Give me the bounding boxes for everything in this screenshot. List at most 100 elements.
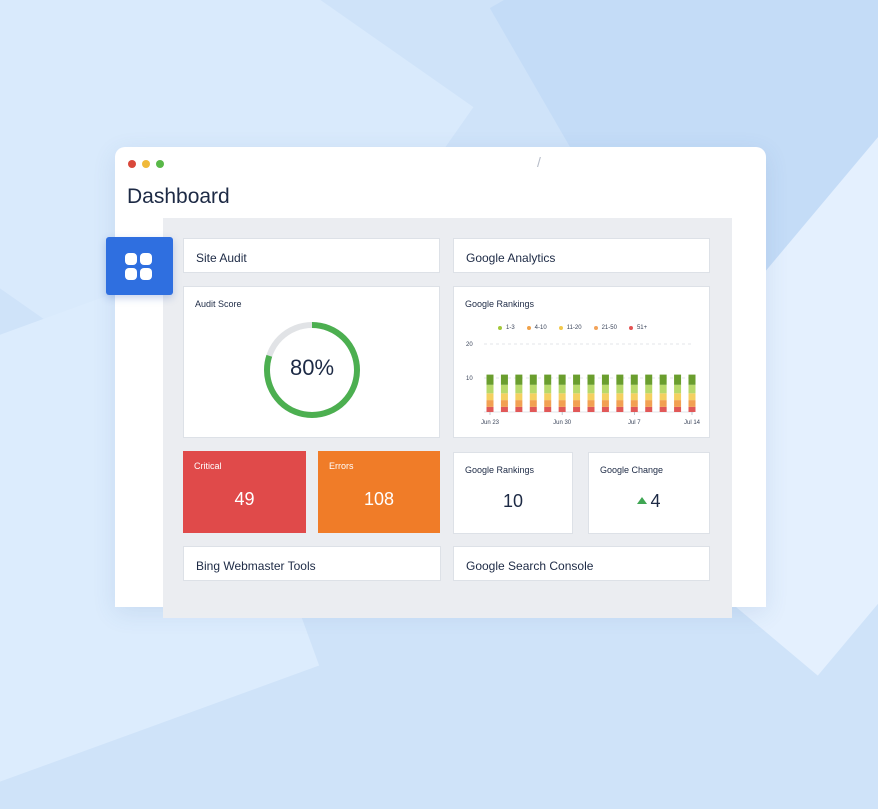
page-title: Dashboard xyxy=(127,185,230,208)
bar-segment xyxy=(573,384,581,394)
legend-swatch xyxy=(498,326,502,330)
bar-segment xyxy=(645,393,653,401)
legend-swatch xyxy=(558,326,563,330)
bar-segment xyxy=(558,400,566,407)
bar-segment xyxy=(630,406,638,412)
legend-swatch xyxy=(593,326,598,330)
bar-segment xyxy=(486,384,494,394)
bar-segment xyxy=(486,374,494,385)
bar-segment xyxy=(515,384,523,394)
section-title: Bing Webmaster Tools xyxy=(196,559,316,573)
bar-segment xyxy=(674,393,682,401)
bar-segment xyxy=(616,374,624,385)
critical-label: Critical xyxy=(194,461,222,471)
card-title: Audit Score xyxy=(195,299,242,309)
legend-item: 11-20 xyxy=(558,325,582,331)
google-analytics-section[interactable]: Google Analytics xyxy=(453,238,710,273)
legend-item: 1-3 xyxy=(498,325,515,331)
bar-segment xyxy=(558,374,566,385)
audit-score-card: Audit Score 80% xyxy=(183,286,440,438)
google-rankings-stat-card[interactable]: Google Rankings 10 xyxy=(453,452,573,534)
bar-segment xyxy=(587,400,595,407)
bar-segment xyxy=(544,374,552,385)
bar-segment xyxy=(500,393,508,401)
bar-segment xyxy=(674,406,682,412)
bar-segment xyxy=(688,406,696,412)
bing-webmaster-section[interactable]: Bing Webmaster Tools xyxy=(183,546,441,581)
bar-segment xyxy=(544,406,552,412)
dashboard-nav-button[interactable] xyxy=(106,237,173,295)
audit-score-value: 80% xyxy=(289,355,335,380)
bar-segment xyxy=(558,384,566,394)
section-title: Site Audit xyxy=(196,251,247,265)
legend-item: 4-10 xyxy=(526,325,547,331)
bar-segment xyxy=(515,374,523,385)
bar-segment xyxy=(529,406,537,412)
errors-label: Errors xyxy=(329,461,354,471)
errors-card[interactable]: Errors 108 xyxy=(318,451,440,533)
bar-segment xyxy=(674,384,682,394)
bar-segment xyxy=(659,393,667,401)
bar-segment xyxy=(587,374,595,385)
bar-segment xyxy=(645,384,653,394)
bar-segment xyxy=(573,406,581,412)
rankings-chart-card: Google Rankings 1-3 4-10 11-20 21-50 51+ 20 1… xyxy=(453,286,710,438)
bar-segment xyxy=(515,393,523,401)
bar-segment xyxy=(573,374,581,385)
bar-segment xyxy=(659,400,667,407)
bar-segment xyxy=(645,374,653,385)
bar-segment xyxy=(674,400,682,407)
bar-segment xyxy=(616,400,624,407)
google-search-console-section[interactable]: Google Search Console xyxy=(453,546,710,581)
bar-segment xyxy=(630,384,638,394)
legend-label: 51+ xyxy=(636,325,648,331)
bar-segment xyxy=(659,406,667,412)
section-title: Google Analytics xyxy=(466,251,556,265)
audit-score-donut: 80% xyxy=(261,319,363,421)
y-tick-label: 10 xyxy=(466,376,473,382)
bar-segment xyxy=(486,400,494,407)
critical-card[interactable]: Critical 49 xyxy=(183,451,306,533)
change-value-wrap: 4 xyxy=(589,491,709,512)
bar-segment xyxy=(645,400,653,407)
change-label: Google Change xyxy=(600,465,664,475)
bar-segment xyxy=(500,400,508,407)
chart-title: Google Rankings xyxy=(465,299,535,309)
bar-segment xyxy=(601,384,609,394)
maximize-window-button[interactable] xyxy=(156,160,164,168)
decorative-slash: / xyxy=(537,154,541,170)
bar-segment xyxy=(544,384,552,394)
bar-segment xyxy=(544,400,552,407)
bar-segment xyxy=(486,406,494,412)
section-title: Google Search Console xyxy=(466,559,594,573)
up-triangle-icon xyxy=(637,496,648,504)
bar-segment xyxy=(500,384,508,394)
grid-icon xyxy=(125,253,153,281)
legend-item: 21-50 xyxy=(593,325,617,331)
legend-label: 1-3 xyxy=(506,325,515,331)
bar-segment xyxy=(630,400,638,407)
google-change-stat-card[interactable]: Google Change 4 xyxy=(588,452,710,534)
bar-segment xyxy=(616,406,624,412)
chart-legend: 1-3 4-10 11-20 21-50 51+ xyxy=(498,325,647,331)
site-audit-section[interactable]: Site Audit xyxy=(183,238,440,273)
rankings-chart: 20 10 Jun 23 Jun 30 Jul 7 Jul 14 xyxy=(466,342,701,426)
bar-segment xyxy=(515,400,523,407)
bar-segment xyxy=(558,393,566,401)
legend-swatch xyxy=(526,326,531,330)
app-window: / Dashboard Site Audit Google Analytics … xyxy=(115,147,766,618)
bar-segment xyxy=(601,393,609,401)
close-window-button[interactable] xyxy=(128,160,136,168)
bar-segment xyxy=(601,406,609,412)
bar-segment xyxy=(587,406,595,412)
legend-item: 51+ xyxy=(628,325,648,331)
bar-segment xyxy=(688,384,696,394)
bar-segment xyxy=(486,393,494,401)
bar-segment xyxy=(645,406,653,412)
bar-segment xyxy=(558,406,566,412)
minimize-window-button[interactable] xyxy=(142,160,150,168)
errors-value: 108 xyxy=(363,489,395,509)
bar-segment xyxy=(587,384,595,394)
bar-segment xyxy=(529,400,537,407)
bar-segment xyxy=(601,374,609,385)
